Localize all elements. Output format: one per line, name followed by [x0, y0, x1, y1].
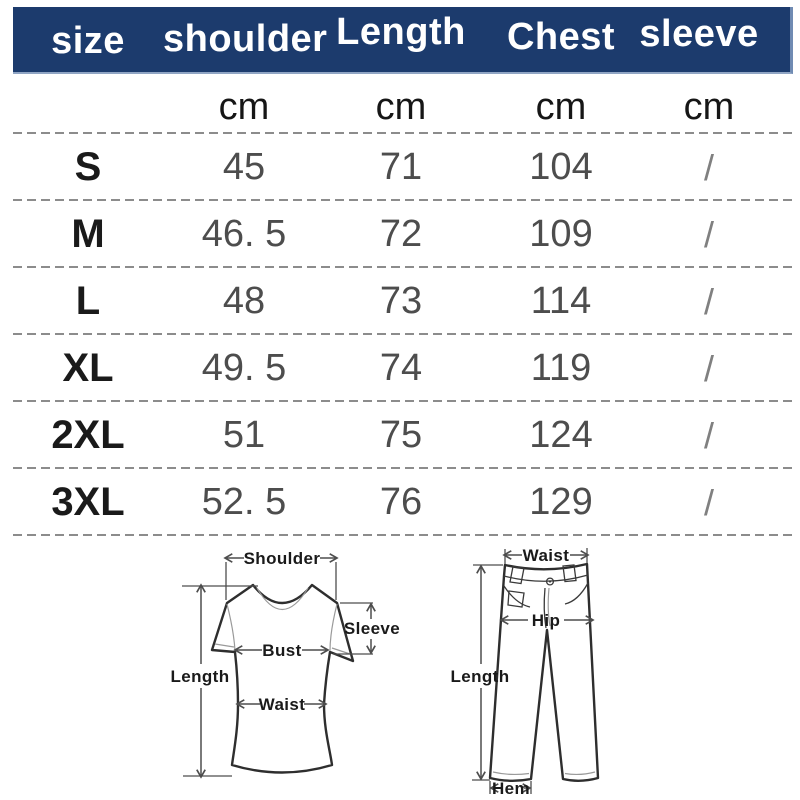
sleeve-value: /: [703, 347, 714, 389]
table-row-3xl: 3XL 52. 5 76 129 /: [13, 469, 797, 536]
pants-measurement-diagram: Waist Hip Length Hem: [450, 546, 600, 798]
size-label: L: [75, 279, 101, 323]
sleeve-value: /: [703, 414, 714, 456]
chest-value: 114: [530, 280, 592, 322]
pants-outline-drawing: [488, 562, 600, 782]
sleeve-label: Sleeve: [344, 619, 400, 638]
hem-stitch-right: [564, 771, 596, 776]
length-value: 75: [379, 414, 423, 456]
bust-label: Bust: [262, 641, 301, 660]
right-cuff-seam: [331, 647, 351, 655]
table-row-s: S 45 71 104 /: [13, 134, 797, 201]
size-table: cm cm cm cm S 45 71 104 / M 46. 5 72 109…: [13, 74, 797, 536]
shoulder-value: 52. 5: [201, 481, 287, 523]
button-dot: [548, 580, 552, 583]
sleeve-value: /: [703, 146, 714, 188]
pants-waist-label: Waist: [523, 546, 570, 565]
tshirt-measurement-diagram: Shoulder Length Bust Waist Sleeve: [170, 549, 400, 800]
units-row: cm cm cm cm: [13, 74, 797, 134]
left-cuff-seam: [214, 643, 235, 648]
tshirt-outline-drawing: [210, 583, 355, 774]
unit-chest: cm: [535, 85, 587, 128]
table-row-m: M 46. 5 72 109 /: [13, 201, 797, 268]
belt-loop-right: [562, 564, 577, 583]
header-col-length: Length: [336, 11, 466, 53]
header-col-chest: Chest: [506, 16, 616, 58]
belt-loop-left: [509, 565, 525, 585]
shoulder-value: 46. 5: [201, 213, 287, 255]
sleeve-value: /: [703, 481, 714, 523]
shirt-length-label: Length: [170, 667, 229, 686]
header-col-sleeve: sleeve: [639, 13, 759, 55]
pocket-left: [503, 585, 531, 608]
shoulder-value: 49. 5: [201, 347, 287, 389]
length-value: 76: [379, 481, 423, 523]
shirt-waist-label: Waist: [259, 695, 306, 714]
length-value: 72: [379, 213, 423, 255]
fly-seam: [543, 587, 547, 629]
length-value: 74: [379, 347, 423, 389]
unit-sleeve: cm: [683, 85, 735, 128]
length-value: 71: [379, 146, 423, 188]
chest-value: 109: [529, 213, 593, 255]
table-row-l: L 48 73 114 /: [13, 268, 797, 335]
size-label: M: [71, 212, 105, 256]
pants-length-label: Length: [450, 667, 509, 686]
header-col-size: size: [51, 20, 125, 62]
table-row-2xl: 2XL 51 75 124 /: [13, 402, 797, 469]
shirt-shoulder-label: Shoulder: [244, 549, 321, 568]
chest-value: 104: [529, 146, 593, 188]
sleeve-value: /: [703, 280, 714, 322]
size-label: 2XL: [51, 413, 125, 457]
size-label: XL: [62, 346, 114, 390]
header-col-shoulder: shoulder: [163, 18, 328, 60]
shoulder-value: 45: [222, 146, 266, 188]
shoulder-value: 48: [222, 280, 266, 322]
hip-label: Hip: [532, 611, 561, 630]
hem-label: Hem: [492, 779, 530, 798]
collar-seam: [256, 587, 309, 611]
unit-shoulder: cm: [218, 85, 270, 128]
table-header: size shoulder Length Chest sleeve: [13, 7, 793, 74]
chest-value: 119: [530, 347, 592, 389]
right-armhole-seam: [329, 603, 338, 652]
button-icon: [545, 577, 555, 586]
length-value: 73: [379, 280, 423, 322]
pocket-right: [564, 582, 589, 605]
chest-value: 129: [529, 481, 593, 523]
coin-pocket: [507, 590, 525, 608]
unit-length: cm: [375, 85, 427, 128]
hem-stitch-left: [492, 771, 530, 776]
chest-value: 124: [529, 414, 593, 456]
size-label: S: [74, 145, 102, 189]
fly-seam-inner: [547, 587, 551, 627]
size-label: 3XL: [51, 480, 125, 524]
sleeve-value: /: [703, 213, 714, 255]
table-row-xl: XL 49. 5 74 119 /: [13, 335, 797, 402]
shoulder-value: 51: [222, 414, 266, 456]
